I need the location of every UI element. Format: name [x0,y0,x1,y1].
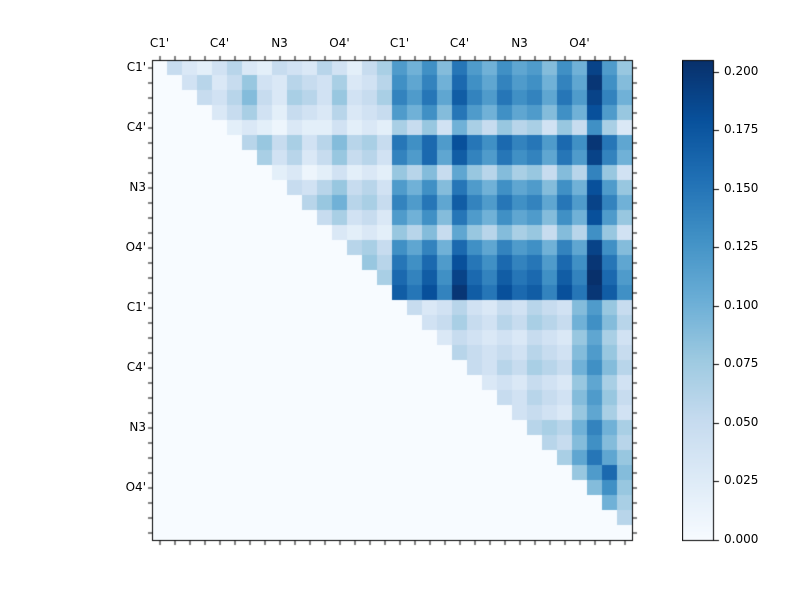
x-tick-label: N3 [511,36,528,50]
colorbar-canvas [682,50,726,550]
colorbar-tick-label: 0.050 [724,414,759,429]
x-tick-label: C1' [389,36,410,50]
colorbar-tick-label: 0.175 [724,122,759,137]
y-tick-label: O4' [125,479,146,494]
x-tick-label: N3 [271,36,288,50]
x-tick-label: C4' [209,36,230,50]
colorbar-tick-label: 0.025 [724,473,759,488]
colorbar-tick-label: 0.075 [724,356,759,371]
x-tick-label: O4' [329,36,350,50]
heatmap-canvas [142,50,642,550]
y-tick-label: C4' [126,119,146,134]
y-tick-label: C1' [126,59,146,74]
x-tick-label: C4' [449,36,470,50]
x-tick-label: O4' [569,36,590,50]
y-tick-label: N3 [129,419,146,434]
y-tick-label: C4' [126,359,146,374]
colorbar-tick-label: 0.100 [724,297,759,312]
colorbar-tick-label: 0.125 [724,239,759,254]
y-tick-label: O4' [125,239,146,254]
x-tick-label: C1' [149,36,170,50]
colorbar-tick-label: 0.200 [724,63,759,78]
y-tick-label: N3 [129,179,146,194]
y-tick-label: C1' [126,299,146,314]
colorbar-tick-label: 0.150 [724,180,759,195]
colorbar-tick-label: 0.000 [724,532,759,546]
